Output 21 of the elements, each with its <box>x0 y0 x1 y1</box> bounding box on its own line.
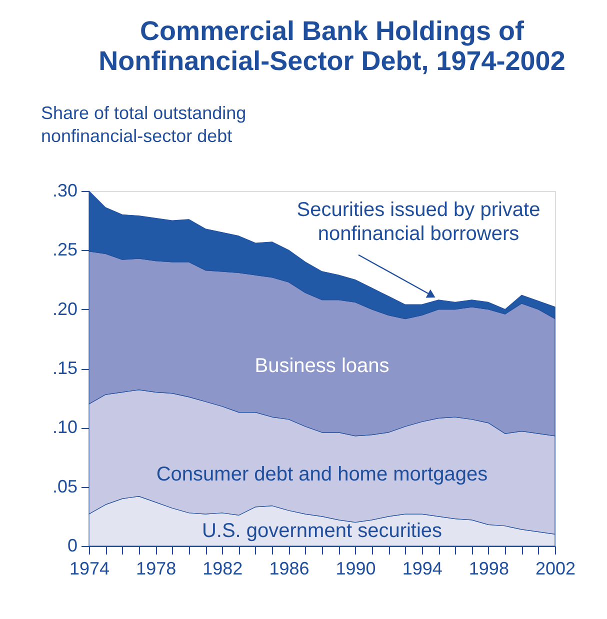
y-tick-label: .20 <box>52 298 78 319</box>
x-tick-label: 1986 <box>269 558 310 578</box>
x-tick-label: 1982 <box>202 558 243 578</box>
series-label: U.S. government securities <box>202 520 442 542</box>
x-tick-label: 2002 <box>535 558 576 578</box>
x-tick-label: 1998 <box>468 558 509 578</box>
x-tick-label: 1994 <box>402 558 442 578</box>
y-tick-label: .30 <box>52 180 78 200</box>
y-tick-label: 0 <box>67 536 78 556</box>
y-tick-label: .25 <box>52 240 78 260</box>
y-tick-label: .15 <box>52 358 78 378</box>
series-label: Consumer debt and home mortgages <box>156 463 488 486</box>
y-axis-title: Share of total outstanding nonfinancial-sector debt <box>41 103 246 146</box>
y-tick-label: .10 <box>52 417 78 438</box>
x-tick-label: 1990 <box>336 558 376 578</box>
x-tick-label: 1978 <box>136 558 176 578</box>
y-tick-label: .05 <box>52 476 78 496</box>
series-label: Securities issued by private nonfinancial borrowers <box>296 198 540 245</box>
x-tick-label: 1974 <box>69 558 110 578</box>
series-label: Business loans <box>254 355 390 378</box>
chart-title: Commercial Bank Holdings of Nonfinancial-Sector Debt, 1974-2002 <box>98 16 566 76</box>
